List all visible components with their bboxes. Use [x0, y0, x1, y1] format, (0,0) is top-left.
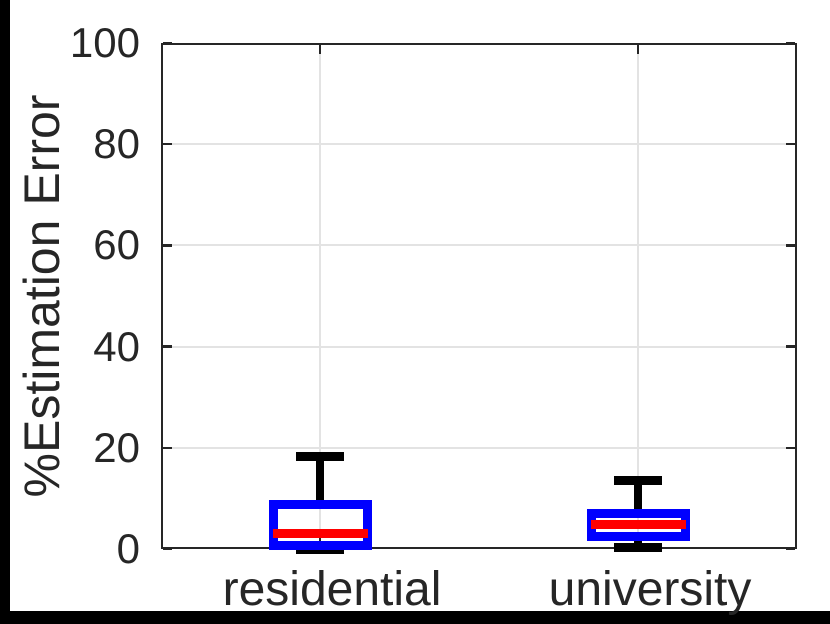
- whisker-lower-university: [634, 536, 642, 548]
- gridline-x-university: [637, 43, 639, 549]
- y-tick-label-20: 20: [93, 423, 140, 471]
- y-tick-right-60: [786, 244, 795, 247]
- gridline-y-60: [161, 244, 797, 247]
- median-university: [590, 519, 686, 529]
- gridline-x-residential: [319, 43, 321, 549]
- median-residential: [272, 529, 368, 539]
- gridline-y-40: [161, 345, 797, 348]
- y-tick-left-80: [163, 142, 172, 146]
- x-tick-label-residential: residential: [222, 563, 442, 616]
- y-tick-right-80: [786, 142, 795, 146]
- x-tick-label-university: university: [548, 563, 752, 616]
- left-frame-bar: [0, 0, 10, 624]
- plot-area: [161, 43, 797, 549]
- y-tick-right-40: [786, 345, 795, 348]
- y-tick-left-100: [163, 41, 172, 45]
- y-tick-right-20: [786, 446, 795, 450]
- x-tick-top-university: [636, 45, 640, 54]
- cap-upper-university: [614, 476, 662, 486]
- cap-upper-residential: [296, 452, 344, 462]
- gridline-y-80: [161, 143, 797, 146]
- box-residential: [268, 499, 372, 550]
- y-tick-left-20: [163, 446, 172, 450]
- y-tick-right-0: [786, 547, 795, 551]
- y-tick-left-60: [163, 244, 172, 247]
- gridline-y-20: [161, 446, 797, 449]
- y-tick-label-40: 40: [93, 322, 140, 370]
- x-tick-top-residential: [318, 45, 322, 54]
- y-tick-label-80: 80: [93, 120, 140, 168]
- cap-lower-university: [614, 542, 662, 552]
- whisker-upper-residential: [316, 456, 324, 505]
- y-tick-label-60: 60: [93, 221, 140, 269]
- y-tick-left-0: [163, 547, 172, 551]
- y-tick-left-40: [163, 345, 172, 348]
- y-tick-label-0: 0: [116, 525, 140, 572]
- y-tick-label-100: 100: [69, 19, 140, 66]
- y-tick-right-100: [786, 41, 795, 45]
- bottom-frame-bar: [0, 611, 830, 624]
- whisker-upper-university: [634, 480, 642, 514]
